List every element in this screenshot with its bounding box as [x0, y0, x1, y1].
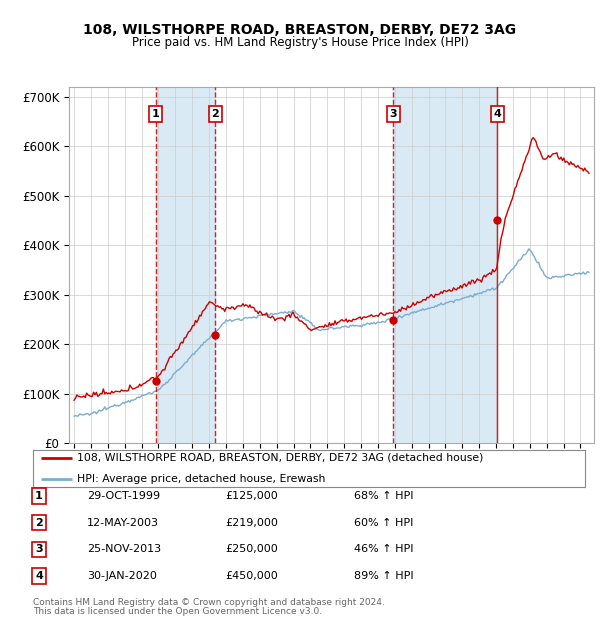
Text: 30-JAN-2020: 30-JAN-2020 [87, 571, 157, 581]
Text: 3: 3 [389, 109, 397, 119]
Text: Price paid vs. HM Land Registry's House Price Index (HPI): Price paid vs. HM Land Registry's House … [131, 36, 469, 48]
Text: Contains HM Land Registry data © Crown copyright and database right 2024.: Contains HM Land Registry data © Crown c… [33, 598, 385, 607]
Text: 29-OCT-1999: 29-OCT-1999 [87, 491, 160, 501]
Text: 2: 2 [35, 518, 43, 528]
Text: 25-NOV-2013: 25-NOV-2013 [87, 544, 161, 554]
Text: 2: 2 [211, 109, 219, 119]
Text: 68% ↑ HPI: 68% ↑ HPI [354, 491, 413, 501]
Text: 89% ↑ HPI: 89% ↑ HPI [354, 571, 413, 581]
Text: 108, WILSTHORPE ROAD, BREASTON, DERBY, DE72 3AG: 108, WILSTHORPE ROAD, BREASTON, DERBY, D… [83, 23, 517, 37]
Text: £125,000: £125,000 [225, 491, 278, 501]
Text: £250,000: £250,000 [225, 544, 278, 554]
Text: 4: 4 [494, 109, 502, 119]
Text: 60% ↑ HPI: 60% ↑ HPI [354, 518, 413, 528]
Text: 1: 1 [35, 491, 43, 501]
Text: 12-MAY-2003: 12-MAY-2003 [87, 518, 159, 528]
Text: 46% ↑ HPI: 46% ↑ HPI [354, 544, 413, 554]
Bar [393, 87, 497, 443]
Text: £219,000: £219,000 [225, 518, 278, 528]
Text: 108, WILSTHORPE ROAD, BREASTON, DERBY, DE72 3AG (detached house): 108, WILSTHORPE ROAD, BREASTON, DERBY, D… [77, 453, 484, 463]
Bar [155, 87, 215, 443]
Text: 3: 3 [35, 544, 43, 554]
Text: This data is licensed under the Open Government Licence v3.0.: This data is licensed under the Open Gov… [33, 608, 322, 616]
Text: 1: 1 [152, 109, 160, 119]
Text: £450,000: £450,000 [225, 571, 278, 581]
Text: HPI: Average price, detached house, Erewash: HPI: Average price, detached house, Erew… [77, 474, 326, 484]
Text: 4: 4 [35, 571, 43, 581]
